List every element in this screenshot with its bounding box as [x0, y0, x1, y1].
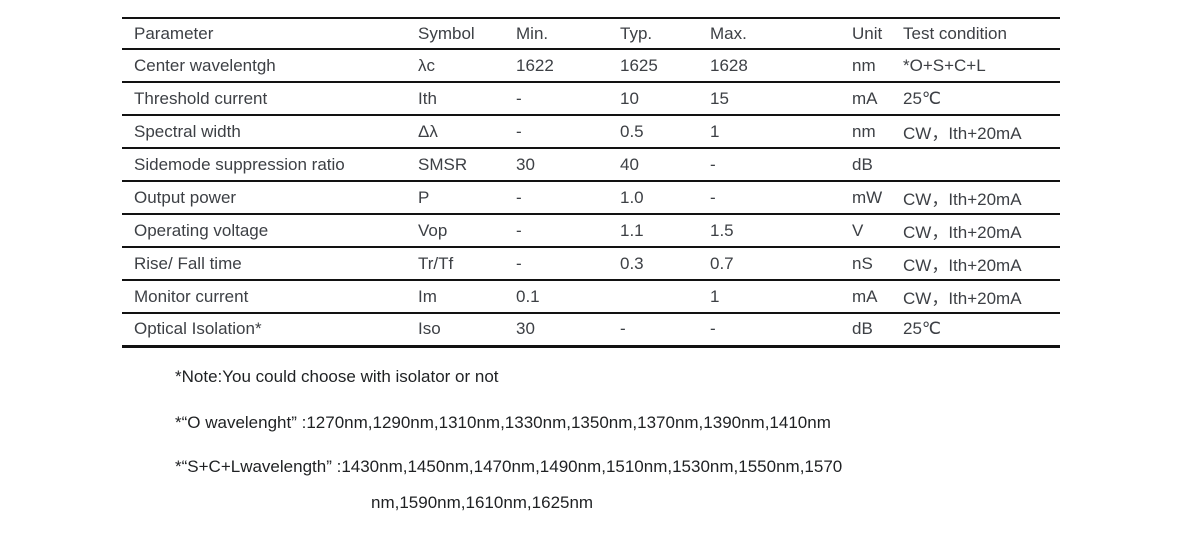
cell-symbol: Im	[406, 280, 504, 314]
cell-test-condition: CW，Ith+20mA	[891, 214, 1060, 248]
footnotes: *Note:You could choose with isolator or …	[175, 366, 842, 514]
column-header-test-condition: Test condition	[891, 18, 1060, 50]
cell-typ: 1.0	[608, 181, 698, 215]
cell-parameter: Optical Isolation*	[134, 319, 262, 339]
note-scl-wavelengths-continued: nm,1590nm,1610nm,1625nm	[371, 493, 594, 512]
cell-parameter: Spectral width	[122, 115, 406, 149]
cell-max: 1	[698, 280, 840, 314]
table-row: Sidemode suppression ratio SMSR 30 40 - …	[122, 148, 1060, 182]
cell-unit: nm	[840, 49, 891, 83]
cell-min: 0.1	[504, 280, 608, 314]
note-scl-wavelengths: *“S+C+Lwavelength” :1430nm,1450nm,1470nm…	[175, 457, 843, 476]
cell-max: -	[710, 319, 716, 339]
cell-test-condition: CW，Ith+20mA	[891, 181, 1060, 215]
cell-unit: dB	[852, 319, 873, 339]
cell-symbol: Ith	[406, 82, 504, 116]
table-row: Operating voltage Vop - 1.1 1.5 V CW，Ith…	[122, 214, 1060, 248]
cell-typ: 10	[608, 82, 698, 116]
cell-test-condition: 25℃	[891, 82, 1060, 116]
cell-unit: nS	[840, 247, 891, 281]
specification-table: Parameter Symbol Min. Typ. Max. Unit Tes…	[122, 17, 1060, 348]
cell-symbol: Δλ	[406, 115, 504, 149]
column-header-unit: Unit	[840, 18, 891, 50]
cell-symbol: Tr/Tf	[406, 247, 504, 281]
cell-test-condition: *O+S+C+L	[891, 49, 1060, 83]
cell-symbol: P	[406, 181, 504, 215]
table-header-row: Parameter Symbol Min. Typ. Max. Unit Tes…	[122, 18, 1060, 50]
cell-test-condition: CW，Ith+20mA	[891, 247, 1060, 281]
column-header-symbol: Symbol	[406, 18, 504, 50]
cell-symbol: λc	[406, 49, 504, 83]
cell-unit: V	[840, 214, 891, 248]
cell-max: 1	[698, 115, 840, 149]
cell-min: 1622	[504, 49, 608, 83]
cell-symbol: SMSR	[406, 148, 504, 182]
cell-typ: 1.1	[608, 214, 698, 248]
cell-parameter: Rise/ Fall time	[122, 247, 406, 281]
cell-parameter: Center wavelentgh	[122, 49, 406, 83]
column-header-parameter: Parameter	[122, 18, 406, 50]
cell-symbol: Iso	[418, 319, 441, 339]
table-row: Output power P - 1.0 - mW CW，Ith+20mA	[122, 181, 1060, 215]
table-row: Rise/ Fall time Tr/Tf - 0.3 0.7 nS CW，It…	[122, 247, 1060, 281]
cell-unit: mW	[840, 181, 891, 215]
table-row: Center wavelentgh λc 1622 1625 1628 nm *…	[122, 49, 1060, 83]
cell-parameter: Sidemode suppression ratio	[122, 148, 406, 182]
cell-test-condition	[891, 148, 1060, 182]
cell-parameter: Operating voltage	[122, 214, 406, 248]
cell-min: -	[504, 115, 608, 149]
column-header-typ: Typ.	[608, 18, 698, 50]
column-header-min: Min.	[504, 18, 608, 50]
table-row: Monitor current Im 0.1 1 mA CW，Ith+20mA	[122, 280, 1060, 314]
cell-unit: mA	[840, 280, 891, 314]
cell-unit: dB	[840, 148, 891, 182]
table-row: Optical Isolation* Iso 30 - - dB 25℃	[122, 313, 1060, 346]
cell-typ: 0.3	[608, 247, 698, 281]
cell-max: 0.7	[698, 247, 840, 281]
column-header-max: Max.	[698, 18, 840, 50]
cell-max: 15	[698, 82, 840, 116]
cell-max: -	[698, 181, 840, 215]
cell-test-condition: 25℃	[903, 319, 942, 339]
note-isolator: *Note:You could choose with isolator or …	[175, 367, 499, 386]
cell-max: 1628	[698, 49, 840, 83]
cell-typ: 0.5	[608, 115, 698, 149]
cell-unit: mA	[840, 82, 891, 116]
table-row: Spectral width Δλ - 0.5 1 nm CW，Ith+20mA	[122, 115, 1060, 149]
cell-parameter: Threshold current	[122, 82, 406, 116]
cell-parameter: Output power	[122, 181, 406, 215]
cell-max: 1.5	[698, 214, 840, 248]
cell-min: -	[504, 82, 608, 116]
cell-test-condition: CW，Ith+20mA	[891, 115, 1060, 149]
cell-typ: -	[620, 319, 626, 339]
cell-typ: 1625	[608, 49, 698, 83]
cell-min: 30	[516, 319, 535, 339]
cell-min: -	[504, 214, 608, 248]
cell-test-condition: CW，Ith+20mA	[891, 280, 1060, 314]
cell-min: 30	[504, 148, 608, 182]
cell-typ: 40	[608, 148, 698, 182]
cell-max: -	[698, 148, 840, 182]
note-o-wavelengths: *“O wavelenght” :1270nm,1290nm,1310nm,13…	[175, 413, 831, 432]
cell-typ	[608, 280, 698, 314]
table-row: Threshold current Ith - 10 15 mA 25℃	[122, 82, 1060, 116]
cell-min: -	[504, 247, 608, 281]
cell-unit: nm	[840, 115, 891, 149]
cell-parameter: Monitor current	[122, 280, 406, 314]
cell-symbol: Vop	[406, 214, 504, 248]
cell-min: -	[504, 181, 608, 215]
